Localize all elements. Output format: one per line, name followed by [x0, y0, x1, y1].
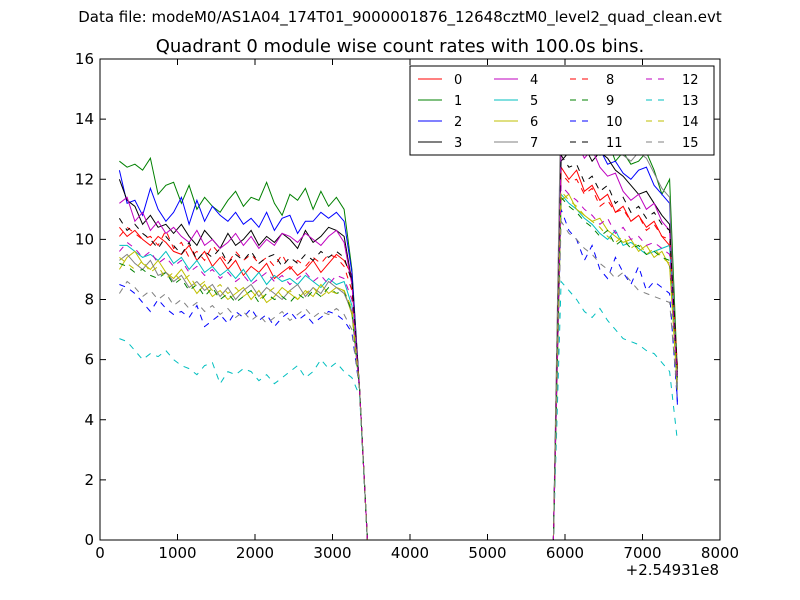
y-tick-label: 0 [84, 531, 94, 549]
series-lines [118, 88, 678, 541]
x-tick-label: 6000 [546, 544, 584, 562]
legend-label-8: 8 [606, 73, 614, 88]
y-tick-label: 4 [84, 411, 94, 429]
figure-suptitle: Data file: modeM0/AS1A04_174T01_90000018… [78, 8, 722, 26]
y-tick-label: 8 [84, 291, 94, 309]
series-line-2 [118, 127, 678, 541]
series-line-12 [119, 183, 678, 541]
x-tick-label: 7000 [623, 544, 661, 562]
legend-label-11: 11 [606, 136, 623, 151]
series-line-8 [119, 171, 678, 541]
chart-title: Quadrant 0 module wise count rates with … [155, 36, 645, 57]
x-tick-label: 8000 [701, 544, 739, 562]
legend-label-12: 12 [682, 73, 699, 88]
legend-label-3: 3 [454, 136, 462, 151]
legend-label-7: 7 [530, 136, 538, 151]
series-line-6 [118, 193, 678, 541]
y-tick-label: 16 [75, 50, 94, 68]
legend-label-10: 10 [606, 115, 623, 130]
series-line-9 [119, 195, 678, 541]
y-tick-label: 14 [75, 110, 94, 128]
legend-box [409, 65, 715, 156]
legend-label-6: 6 [530, 115, 538, 130]
y-tick-label: 6 [84, 351, 94, 369]
legend-label-1: 1 [454, 94, 462, 109]
y-tick-label: 2 [84, 471, 94, 489]
x-tick-label: 4000 [391, 544, 429, 562]
x-tick-label: 5000 [468, 544, 506, 562]
series-line-7 [119, 88, 678, 541]
series-line-14 [119, 189, 678, 541]
x-tick-label: 0 [95, 544, 105, 562]
series-line-4 [119, 133, 678, 541]
series-line-10 [119, 209, 678, 541]
series-line-11 [118, 153, 678, 541]
legend-label-5: 5 [530, 94, 538, 109]
legend-label-9: 9 [606, 94, 614, 109]
legend-label-0: 0 [454, 73, 462, 88]
x-tick-label: 3000 [313, 544, 351, 562]
x-tick-label: 1000 [158, 544, 196, 562]
series-line-15 [118, 219, 678, 541]
legend-label-15: 15 [682, 136, 699, 151]
series-line-3 [118, 145, 678, 541]
y-tick-label: 12 [75, 170, 94, 188]
x-offset-label: +2.54931e8 [625, 561, 719, 579]
legend-label-4: 4 [530, 73, 538, 88]
series-line-13 [119, 280, 678, 541]
x-tick-label: 2000 [236, 544, 274, 562]
y-tick-label: 10 [75, 230, 94, 248]
legend-label-14: 14 [682, 115, 699, 130]
series-line-1 [119, 133, 678, 541]
legend-label-13: 13 [682, 94, 699, 109]
legend-label-2: 2 [454, 115, 462, 130]
axis-ticks: 0 1000 2000 3000 4000 5000 6000 7000 80000246810… [75, 50, 739, 562]
